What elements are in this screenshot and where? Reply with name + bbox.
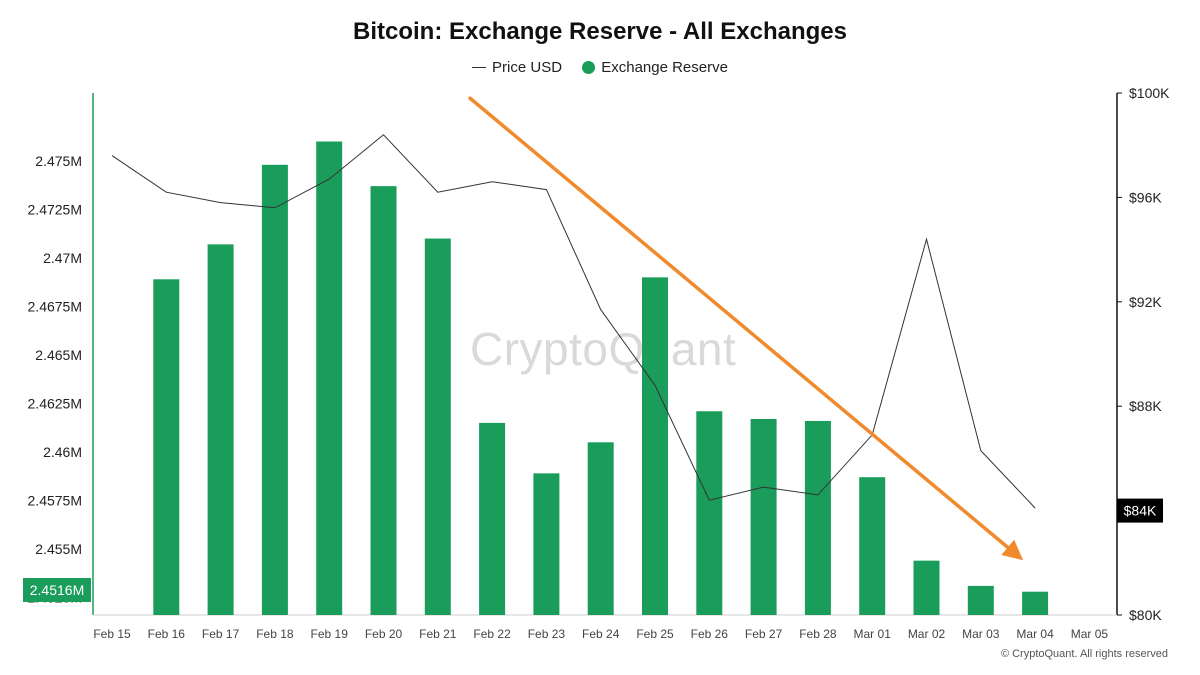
y-right-tick-label: $80K	[1129, 607, 1162, 623]
x-tick-label: Mar 02	[908, 627, 946, 641]
trend-arrow-shaft	[468, 96, 1010, 550]
legend-price-label: Price USD	[492, 58, 563, 76]
reserve-bar	[913, 560, 940, 615]
reserve-bar	[859, 477, 886, 615]
reserve-bar	[533, 473, 560, 615]
reserve-bar	[207, 244, 234, 615]
x-tick-label: Feb 15	[93, 627, 131, 641]
x-tick-label: Feb 24	[582, 627, 620, 641]
legend-item-reserve[interactable]: Exchange Reserve	[582, 59, 728, 76]
legend-line-swatch	[472, 67, 487, 69]
x-tick-label: Feb 23	[528, 627, 566, 641]
x-tick-label: Mar 04	[1016, 627, 1054, 641]
x-tick-label: Feb 26	[691, 627, 729, 641]
current-price-badge	[1117, 498, 1163, 523]
current-reserve-label: 2.4516M	[30, 582, 84, 598]
reserve-bar	[424, 238, 451, 615]
y-right-tick-label: $96K	[1129, 189, 1162, 205]
copyright-footer: © CryptoQuant. All rights reserved	[1000, 648, 1168, 660]
reserve-bar	[261, 164, 288, 615]
x-tick-label: Feb 28	[799, 627, 837, 641]
watermark: CryptoQuant	[470, 323, 737, 375]
reserve-bar	[696, 411, 723, 615]
y-left-tick-label: 2.455M	[35, 541, 82, 557]
current-reserve-badge	[23, 578, 91, 602]
reserve-bar	[587, 442, 614, 615]
current-price-label: $84K	[1124, 503, 1157, 519]
reserve-bar	[750, 419, 777, 615]
y-left-tick-label: 2.475M	[35, 153, 82, 169]
reserve-bar	[804, 420, 831, 615]
x-tick-label: Feb 21	[419, 627, 457, 641]
reserve-bar	[967, 585, 994, 615]
reserve-bar	[479, 422, 506, 615]
x-tick-label: Feb 18	[256, 627, 294, 641]
price-line	[111, 134, 1036, 509]
x-tick-label: Feb 25	[636, 627, 674, 641]
legend-dot-swatch	[582, 61, 596, 75]
chart-legend: Price USD Exchange Reserve	[0, 58, 1200, 76]
y-left-tick-label: 2.46M	[43, 444, 82, 460]
reserve-bar	[316, 141, 343, 616]
x-tick-label: Mar 03	[962, 627, 1000, 641]
y-left-tick-label: 2.4725M	[28, 201, 82, 217]
legend-reserve-label: Exchange Reserve	[601, 58, 728, 76]
y-left-tick-label: 2.47M	[43, 250, 82, 266]
x-tick-label: Feb 20	[365, 627, 403, 641]
x-tick-label: Feb 17	[202, 627, 240, 641]
y-left-tick-label: 2.4625M	[28, 395, 82, 411]
legend-item-price[interactable]: Price USD	[472, 59, 562, 76]
y-right-tick-label: $92K	[1129, 294, 1162, 310]
x-tick-label: Feb 22	[473, 627, 511, 641]
reserve-bar	[642, 277, 668, 615]
trend-arrow-head	[1001, 539, 1024, 561]
y-right-tick-label: $88K	[1129, 398, 1162, 414]
y-left-tick-label: 2.465M	[35, 347, 82, 363]
x-tick-label: Mar 05	[1071, 627, 1109, 641]
x-tick-label: Mar 01	[854, 627, 892, 641]
x-tick-label: Feb 16	[148, 627, 186, 641]
x-tick-label: Feb 27	[745, 627, 783, 641]
reserve-bar	[370, 186, 397, 615]
chart-title: Bitcoin: Exchange Reserve - All Exchange…	[353, 18, 847, 45]
reserve-bar	[1022, 591, 1049, 615]
y-right-tick-label: $100K	[1129, 85, 1170, 101]
y-left-tick-label: 2.4575M	[28, 493, 82, 509]
y-left-tick-label: 2.4675M	[28, 298, 82, 314]
x-tick-label: Feb 19	[311, 627, 349, 641]
reserve-bar	[153, 279, 180, 615]
